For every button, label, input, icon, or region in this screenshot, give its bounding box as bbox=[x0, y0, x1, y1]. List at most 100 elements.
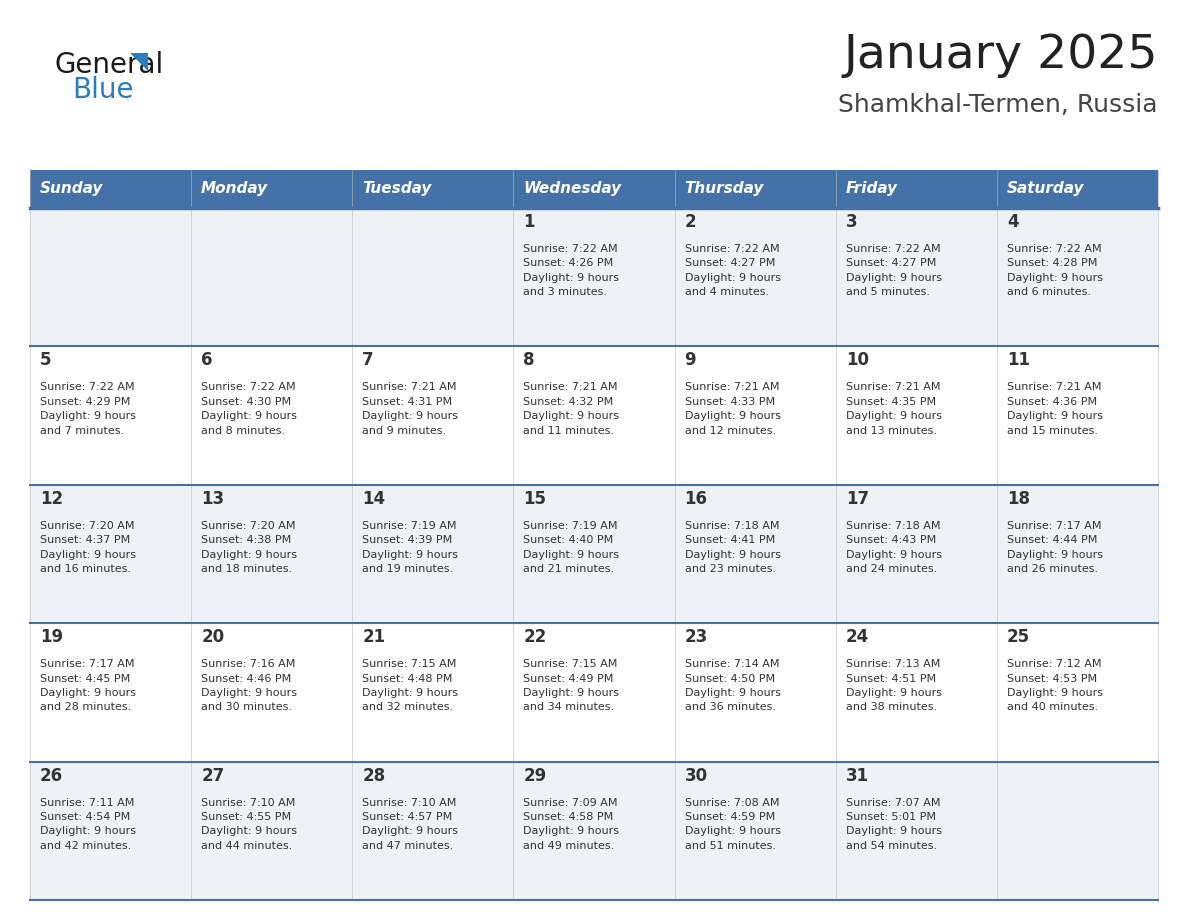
Text: Sunrise: 7:11 AM
Sunset: 4:54 PM
Daylight: 9 hours
and 42 minutes.: Sunrise: 7:11 AM Sunset: 4:54 PM Dayligh… bbox=[40, 798, 135, 851]
Text: 28: 28 bbox=[362, 767, 385, 785]
Bar bbox=[191, 346, 353, 485]
Bar bbox=[835, 762, 997, 900]
Text: Sunrise: 7:17 AM
Sunset: 4:44 PM
Daylight: 9 hours
and 26 minutes.: Sunrise: 7:17 AM Sunset: 4:44 PM Dayligh… bbox=[1007, 521, 1102, 574]
Text: 4: 4 bbox=[1007, 213, 1018, 231]
Text: Sunrise: 7:10 AM
Sunset: 4:55 PM
Daylight: 9 hours
and 44 minutes.: Sunrise: 7:10 AM Sunset: 4:55 PM Dayligh… bbox=[201, 798, 297, 851]
Text: Sunrise: 7:22 AM
Sunset: 4:26 PM
Daylight: 9 hours
and 3 minutes.: Sunrise: 7:22 AM Sunset: 4:26 PM Dayligh… bbox=[524, 244, 619, 297]
Text: 10: 10 bbox=[846, 352, 868, 369]
Text: Sunrise: 7:21 AM
Sunset: 4:31 PM
Daylight: 9 hours
and 9 minutes.: Sunrise: 7:21 AM Sunset: 4:31 PM Dayligh… bbox=[362, 383, 459, 436]
Text: 14: 14 bbox=[362, 490, 385, 508]
Bar bbox=[513, 762, 675, 900]
Text: 3: 3 bbox=[846, 213, 858, 231]
Bar bbox=[835, 485, 997, 623]
Text: Wednesday: Wednesday bbox=[524, 182, 621, 196]
Text: Sunrise: 7:20 AM
Sunset: 4:38 PM
Daylight: 9 hours
and 18 minutes.: Sunrise: 7:20 AM Sunset: 4:38 PM Dayligh… bbox=[201, 521, 297, 574]
Bar bbox=[353, 346, 513, 485]
Bar bbox=[353, 170, 513, 208]
Bar bbox=[997, 485, 1158, 623]
Text: Sunrise: 7:17 AM
Sunset: 4:45 PM
Daylight: 9 hours
and 28 minutes.: Sunrise: 7:17 AM Sunset: 4:45 PM Dayligh… bbox=[40, 659, 135, 712]
Bar bbox=[513, 170, 675, 208]
Bar bbox=[191, 762, 353, 900]
Text: Blue: Blue bbox=[72, 76, 133, 104]
Text: 23: 23 bbox=[684, 628, 708, 646]
Text: 22: 22 bbox=[524, 628, 546, 646]
Text: Sunrise: 7:18 AM
Sunset: 4:43 PM
Daylight: 9 hours
and 24 minutes.: Sunrise: 7:18 AM Sunset: 4:43 PM Dayligh… bbox=[846, 521, 942, 574]
Bar bbox=[675, 208, 835, 346]
Text: Sunrise: 7:19 AM
Sunset: 4:40 PM
Daylight: 9 hours
and 21 minutes.: Sunrise: 7:19 AM Sunset: 4:40 PM Dayligh… bbox=[524, 521, 619, 574]
Text: Sunrise: 7:14 AM
Sunset: 4:50 PM
Daylight: 9 hours
and 36 minutes.: Sunrise: 7:14 AM Sunset: 4:50 PM Dayligh… bbox=[684, 659, 781, 712]
Bar bbox=[353, 623, 513, 762]
Bar bbox=[30, 346, 191, 485]
Text: 18: 18 bbox=[1007, 490, 1030, 508]
Text: 15: 15 bbox=[524, 490, 546, 508]
Bar bbox=[353, 762, 513, 900]
Bar bbox=[30, 762, 191, 900]
Text: Sunrise: 7:15 AM
Sunset: 4:48 PM
Daylight: 9 hours
and 32 minutes.: Sunrise: 7:15 AM Sunset: 4:48 PM Dayligh… bbox=[362, 659, 459, 712]
Bar bbox=[191, 208, 353, 346]
Text: Sunrise: 7:18 AM
Sunset: 4:41 PM
Daylight: 9 hours
and 23 minutes.: Sunrise: 7:18 AM Sunset: 4:41 PM Dayligh… bbox=[684, 521, 781, 574]
Bar bbox=[997, 623, 1158, 762]
Text: 31: 31 bbox=[846, 767, 868, 785]
Text: Sunday: Sunday bbox=[40, 182, 103, 196]
Text: Sunrise: 7:22 AM
Sunset: 4:28 PM
Daylight: 9 hours
and 6 minutes.: Sunrise: 7:22 AM Sunset: 4:28 PM Dayligh… bbox=[1007, 244, 1102, 297]
Text: 20: 20 bbox=[201, 628, 225, 646]
Text: 8: 8 bbox=[524, 352, 535, 369]
Bar bbox=[353, 485, 513, 623]
Text: 7: 7 bbox=[362, 352, 374, 369]
Text: Sunrise: 7:09 AM
Sunset: 4:58 PM
Daylight: 9 hours
and 49 minutes.: Sunrise: 7:09 AM Sunset: 4:58 PM Dayligh… bbox=[524, 798, 619, 851]
Text: Sunrise: 7:15 AM
Sunset: 4:49 PM
Daylight: 9 hours
and 34 minutes.: Sunrise: 7:15 AM Sunset: 4:49 PM Dayligh… bbox=[524, 659, 619, 712]
Text: Sunrise: 7:16 AM
Sunset: 4:46 PM
Daylight: 9 hours
and 30 minutes.: Sunrise: 7:16 AM Sunset: 4:46 PM Dayligh… bbox=[201, 659, 297, 712]
Text: 17: 17 bbox=[846, 490, 868, 508]
Bar bbox=[353, 208, 513, 346]
Text: 5: 5 bbox=[40, 352, 51, 369]
Bar bbox=[30, 170, 191, 208]
Text: January 2025: January 2025 bbox=[843, 32, 1158, 77]
Bar bbox=[675, 623, 835, 762]
Text: 6: 6 bbox=[201, 352, 213, 369]
Text: 26: 26 bbox=[40, 767, 63, 785]
Bar bbox=[835, 170, 997, 208]
Bar bbox=[835, 208, 997, 346]
Text: Sunrise: 7:21 AM
Sunset: 4:35 PM
Daylight: 9 hours
and 13 minutes.: Sunrise: 7:21 AM Sunset: 4:35 PM Dayligh… bbox=[846, 383, 942, 436]
Bar bbox=[513, 623, 675, 762]
Text: Sunrise: 7:21 AM
Sunset: 4:36 PM
Daylight: 9 hours
and 15 minutes.: Sunrise: 7:21 AM Sunset: 4:36 PM Dayligh… bbox=[1007, 383, 1102, 436]
Text: Sunrise: 7:12 AM
Sunset: 4:53 PM
Daylight: 9 hours
and 40 minutes.: Sunrise: 7:12 AM Sunset: 4:53 PM Dayligh… bbox=[1007, 659, 1102, 712]
Text: Saturday: Saturday bbox=[1007, 182, 1085, 196]
Bar bbox=[513, 208, 675, 346]
Text: Sunrise: 7:21 AM
Sunset: 4:33 PM
Daylight: 9 hours
and 12 minutes.: Sunrise: 7:21 AM Sunset: 4:33 PM Dayligh… bbox=[684, 383, 781, 436]
Text: Shamkhal-Termen, Russia: Shamkhal-Termen, Russia bbox=[839, 93, 1158, 117]
Bar bbox=[675, 170, 835, 208]
Text: Tuesday: Tuesday bbox=[362, 182, 431, 196]
Text: 13: 13 bbox=[201, 490, 225, 508]
Text: 12: 12 bbox=[40, 490, 63, 508]
Bar bbox=[835, 346, 997, 485]
Bar bbox=[997, 208, 1158, 346]
Bar bbox=[191, 485, 353, 623]
Text: Sunrise: 7:21 AM
Sunset: 4:32 PM
Daylight: 9 hours
and 11 minutes.: Sunrise: 7:21 AM Sunset: 4:32 PM Dayligh… bbox=[524, 383, 619, 436]
Text: Monday: Monday bbox=[201, 182, 268, 196]
Bar bbox=[675, 485, 835, 623]
Polygon shape bbox=[129, 53, 148, 71]
Text: Sunrise: 7:22 AM
Sunset: 4:29 PM
Daylight: 9 hours
and 7 minutes.: Sunrise: 7:22 AM Sunset: 4:29 PM Dayligh… bbox=[40, 383, 135, 436]
Text: 21: 21 bbox=[362, 628, 385, 646]
Text: Sunrise: 7:10 AM
Sunset: 4:57 PM
Daylight: 9 hours
and 47 minutes.: Sunrise: 7:10 AM Sunset: 4:57 PM Dayligh… bbox=[362, 798, 459, 851]
Bar bbox=[997, 762, 1158, 900]
Text: 25: 25 bbox=[1007, 628, 1030, 646]
Bar bbox=[997, 346, 1158, 485]
Text: 11: 11 bbox=[1007, 352, 1030, 369]
Bar bbox=[675, 346, 835, 485]
Text: Sunrise: 7:07 AM
Sunset: 5:01 PM
Daylight: 9 hours
and 54 minutes.: Sunrise: 7:07 AM Sunset: 5:01 PM Dayligh… bbox=[846, 798, 942, 851]
Text: Friday: Friday bbox=[846, 182, 898, 196]
Bar bbox=[191, 170, 353, 208]
Text: Sunrise: 7:22 AM
Sunset: 4:27 PM
Daylight: 9 hours
and 5 minutes.: Sunrise: 7:22 AM Sunset: 4:27 PM Dayligh… bbox=[846, 244, 942, 297]
Bar bbox=[191, 623, 353, 762]
Text: 27: 27 bbox=[201, 767, 225, 785]
Bar bbox=[30, 208, 191, 346]
Text: 29: 29 bbox=[524, 767, 546, 785]
Bar bbox=[835, 623, 997, 762]
Text: 19: 19 bbox=[40, 628, 63, 646]
Text: Sunrise: 7:08 AM
Sunset: 4:59 PM
Daylight: 9 hours
and 51 minutes.: Sunrise: 7:08 AM Sunset: 4:59 PM Dayligh… bbox=[684, 798, 781, 851]
Text: Sunrise: 7:19 AM
Sunset: 4:39 PM
Daylight: 9 hours
and 19 minutes.: Sunrise: 7:19 AM Sunset: 4:39 PM Dayligh… bbox=[362, 521, 459, 574]
Text: 9: 9 bbox=[684, 352, 696, 369]
Text: 2: 2 bbox=[684, 213, 696, 231]
